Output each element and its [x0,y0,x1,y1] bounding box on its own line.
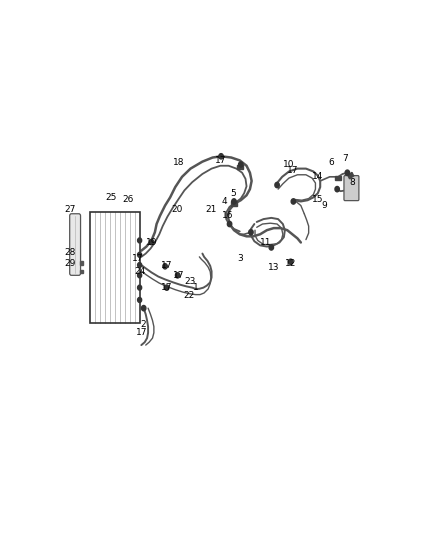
Text: 6: 6 [328,158,334,167]
Text: 17: 17 [161,283,173,292]
Circle shape [291,199,296,204]
FancyBboxPatch shape [70,214,81,276]
Text: 16: 16 [222,211,233,220]
Circle shape [227,221,232,227]
Text: 11: 11 [259,238,271,247]
Text: 29: 29 [64,259,76,268]
Circle shape [165,285,169,290]
Text: 28: 28 [64,248,76,257]
Text: 24: 24 [134,266,145,276]
Bar [336,176,341,180]
Circle shape [345,170,350,175]
Text: 17: 17 [135,328,147,337]
Circle shape [138,273,141,278]
Text: 17: 17 [161,261,173,270]
FancyBboxPatch shape [344,175,359,200]
Text: 25: 25 [105,193,117,202]
Circle shape [335,187,339,192]
Text: 20: 20 [171,205,183,214]
Text: 8: 8 [349,179,355,188]
Text: 19: 19 [146,238,157,247]
Text: 12: 12 [285,259,297,268]
Bar [348,172,353,179]
Circle shape [138,263,141,268]
Circle shape [239,162,243,167]
Circle shape [289,259,293,264]
Text: 4: 4 [222,197,227,206]
Circle shape [219,154,223,159]
Circle shape [149,239,154,245]
Circle shape [275,182,279,188]
Text: 10: 10 [283,160,295,169]
Text: 15: 15 [312,195,324,204]
Circle shape [138,285,141,290]
Circle shape [138,238,141,243]
Circle shape [269,245,273,250]
Text: 22: 22 [183,292,194,300]
Circle shape [138,252,141,257]
Circle shape [232,199,236,204]
Text: 23: 23 [185,277,196,286]
Bar [80,261,83,265]
Text: 13: 13 [268,263,279,272]
Text: 1: 1 [193,283,198,292]
Text: 9: 9 [322,201,328,210]
Bar [90,212,140,322]
Circle shape [163,264,167,269]
Bar [231,201,237,206]
Circle shape [141,305,146,311]
Text: 18: 18 [173,158,184,167]
Text: 17: 17 [173,271,184,280]
Text: 2: 2 [140,320,146,329]
Text: 14: 14 [312,172,324,181]
Text: 17: 17 [215,156,227,165]
Text: 3: 3 [237,254,243,263]
Circle shape [138,297,141,302]
Circle shape [249,230,253,235]
Text: 27: 27 [64,205,76,214]
Circle shape [176,273,180,278]
Text: 7: 7 [342,154,348,163]
Text: 17: 17 [286,166,298,175]
Text: 21: 21 [205,205,216,214]
Bar [80,270,83,273]
Bar [237,165,243,168]
Text: 17: 17 [132,254,144,263]
Text: 5: 5 [230,189,236,198]
Text: 26: 26 [122,195,134,204]
